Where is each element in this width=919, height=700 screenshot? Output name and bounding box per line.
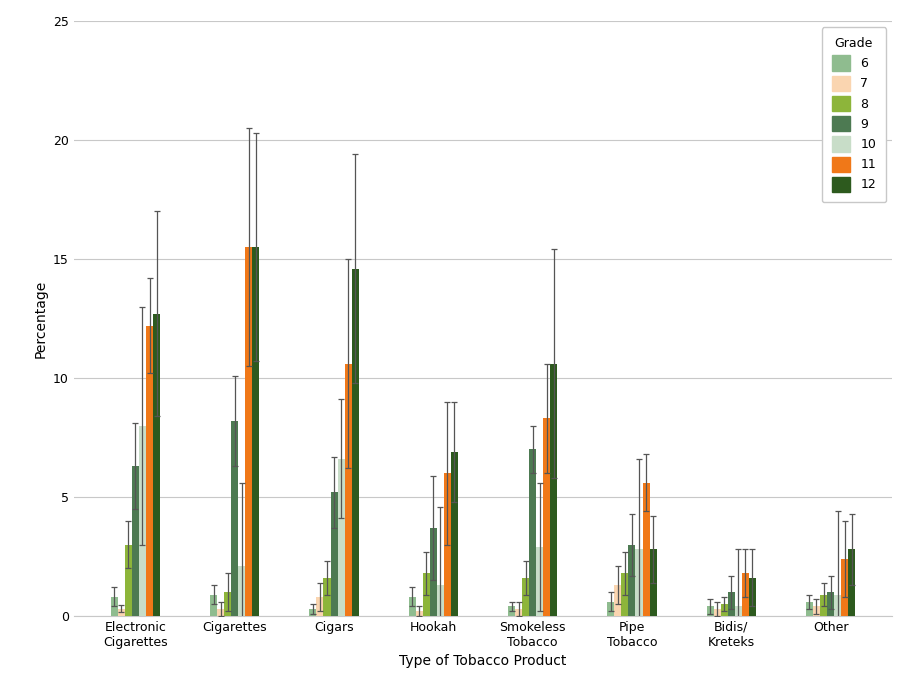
Bar: [345, 364, 351, 616]
Bar: [620, 573, 628, 616]
Bar: [713, 609, 720, 616]
Bar: [840, 559, 847, 616]
Bar: [245, 247, 252, 616]
Legend: 6, 7, 8, 9, 10, 11, 12: 6, 7, 8, 9, 10, 11, 12: [821, 27, 885, 202]
Bar: [423, 573, 429, 616]
Bar: [408, 597, 415, 616]
Bar: [748, 578, 755, 616]
X-axis label: Type of Tobacco Product: Type of Tobacco Product: [399, 654, 566, 668]
Bar: [252, 247, 259, 616]
Bar: [706, 606, 713, 616]
Bar: [125, 545, 131, 616]
Bar: [628, 545, 635, 616]
Bar: [649, 550, 656, 616]
Bar: [330, 492, 337, 616]
Bar: [720, 604, 727, 616]
Bar: [522, 578, 528, 616]
Bar: [429, 528, 437, 616]
Bar: [741, 573, 748, 616]
Bar: [415, 611, 423, 616]
Bar: [118, 609, 125, 616]
Bar: [607, 602, 614, 616]
Bar: [351, 269, 358, 616]
Bar: [337, 459, 345, 616]
Bar: [309, 609, 316, 616]
Bar: [224, 592, 231, 616]
Bar: [316, 597, 323, 616]
Bar: [641, 483, 649, 616]
Y-axis label: Percentage: Percentage: [33, 279, 47, 358]
Bar: [231, 421, 238, 616]
Bar: [550, 364, 557, 616]
Bar: [727, 592, 734, 616]
Bar: [238, 566, 245, 616]
Bar: [847, 550, 855, 616]
Bar: [210, 594, 217, 616]
Bar: [635, 550, 641, 616]
Bar: [826, 592, 834, 616]
Bar: [536, 547, 542, 616]
Bar: [443, 473, 450, 616]
Bar: [139, 426, 146, 616]
Bar: [812, 606, 819, 616]
Bar: [437, 585, 443, 616]
Bar: [131, 466, 139, 616]
Bar: [323, 578, 330, 616]
Bar: [819, 594, 826, 616]
Bar: [507, 606, 515, 616]
Bar: [805, 602, 812, 616]
Bar: [834, 594, 840, 616]
Bar: [153, 314, 160, 616]
Bar: [217, 609, 224, 616]
Bar: [146, 326, 153, 616]
Bar: [542, 419, 550, 616]
Bar: [450, 452, 458, 616]
Bar: [110, 597, 118, 616]
Bar: [515, 609, 522, 616]
Bar: [734, 606, 741, 616]
Bar: [614, 585, 620, 616]
Bar: [528, 449, 536, 616]
